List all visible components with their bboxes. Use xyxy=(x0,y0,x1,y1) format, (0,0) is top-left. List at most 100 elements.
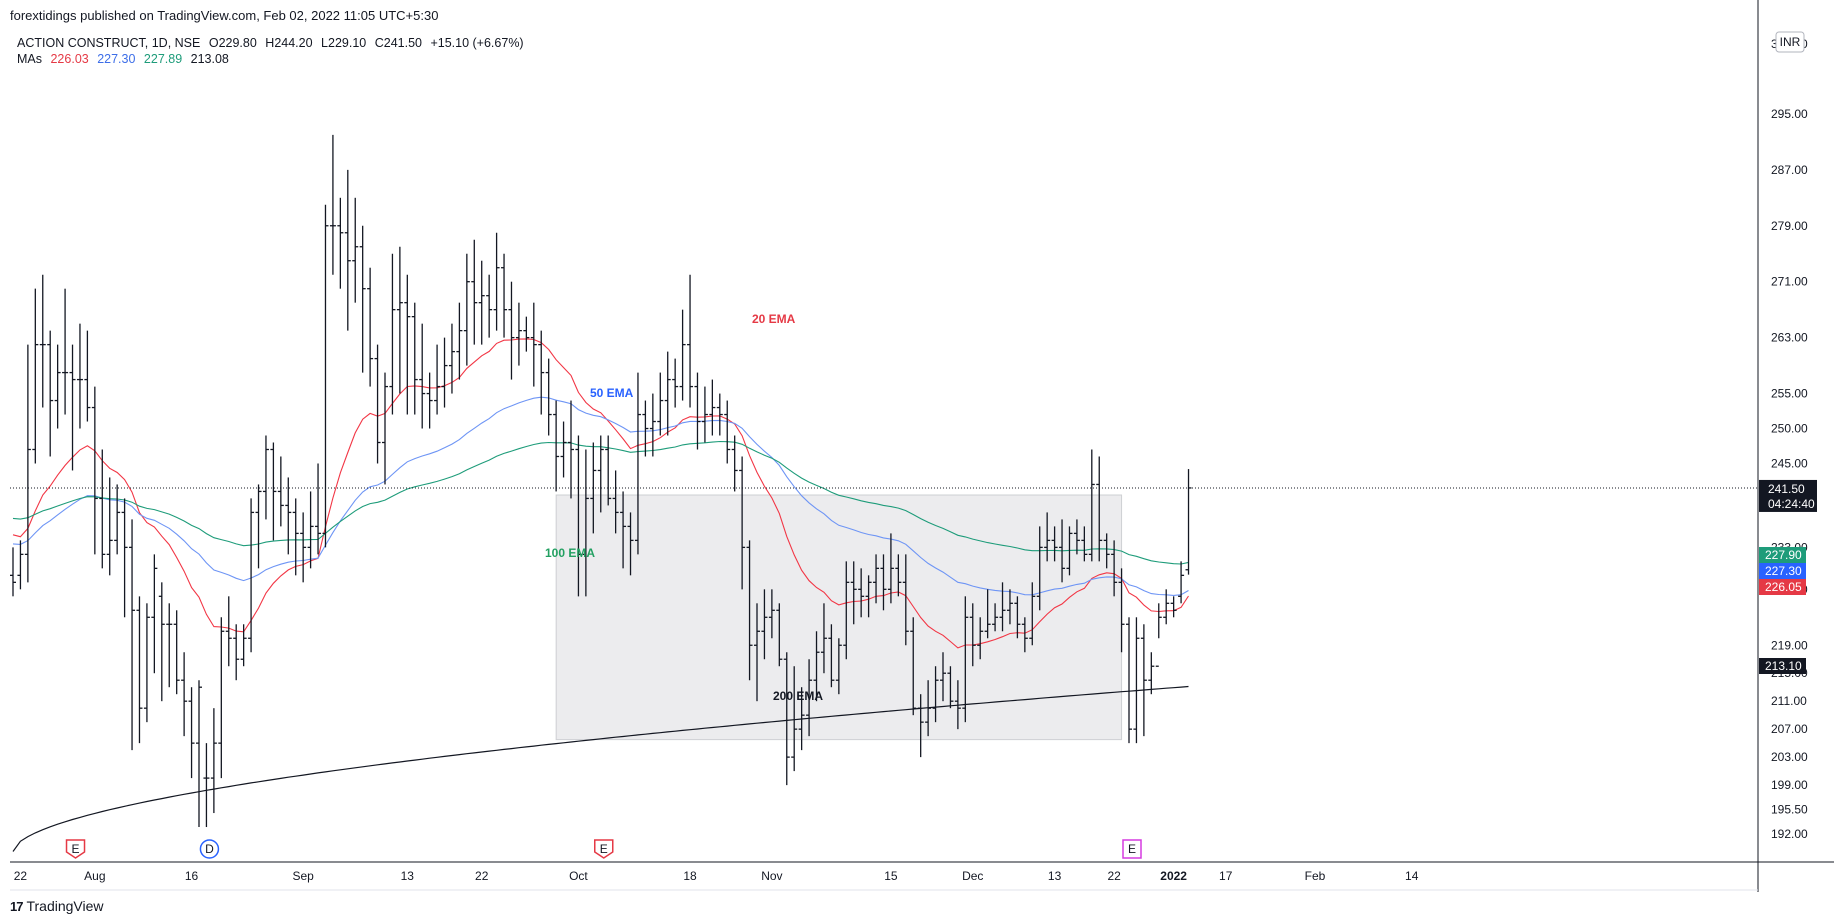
ohlc-bar[interactable] xyxy=(969,603,976,667)
ohlc-bar[interactable] xyxy=(69,344,76,471)
ohlc-bar[interactable] xyxy=(62,288,69,415)
ohlc-bar[interactable] xyxy=(716,393,723,436)
ohlc-bar[interactable] xyxy=(329,134,336,275)
ema-200-label[interactable]: 200 EMA xyxy=(773,689,823,703)
ohlc-bar[interactable] xyxy=(233,624,240,681)
ohlc-bar[interactable] xyxy=(188,687,195,779)
ohlc-bar[interactable] xyxy=(887,533,894,604)
ohlc-bar[interactable] xyxy=(404,274,411,415)
ohlc-bar[interactable] xyxy=(24,344,31,583)
ohlc-bar[interactable] xyxy=(382,372,388,485)
ohlc-bar[interactable] xyxy=(1073,519,1080,555)
ohlc-bar[interactable] xyxy=(739,456,746,590)
ohlc-bar[interactable] xyxy=(664,351,671,436)
ohlc-bar[interactable] xyxy=(746,540,753,681)
ohlc-bar[interactable] xyxy=(1163,589,1170,625)
currency-button-box[interactable] xyxy=(1775,31,1805,53)
ema-200-line[interactable] xyxy=(12,685,1189,852)
ohlc-bar[interactable] xyxy=(873,554,880,604)
ohlc-bar[interactable] xyxy=(657,372,664,436)
earnings-marker[interactable]: E xyxy=(594,839,614,859)
ohlc-bar[interactable] xyxy=(858,568,865,618)
ohlc-bar[interactable] xyxy=(1155,603,1162,667)
ohlc-bar[interactable] xyxy=(337,197,344,289)
ohlc-bar[interactable] xyxy=(240,624,247,667)
ohlc-bar[interactable] xyxy=(932,666,939,723)
tradingview-logo[interactable]: 17 TradingView xyxy=(10,898,104,914)
ohlc-bar[interactable] xyxy=(262,435,269,520)
ohlc-bar[interactable] xyxy=(754,603,760,702)
ohlc-bar[interactable] xyxy=(813,631,820,702)
ohlc-bar[interactable] xyxy=(486,274,493,338)
ohlc-bar[interactable] xyxy=(917,694,924,758)
ohlc-bar[interactable] xyxy=(151,554,158,674)
ohlc-bar[interactable] xyxy=(672,358,679,408)
ohlc-bar[interactable] xyxy=(835,638,842,695)
ohlc-bar[interactable] xyxy=(731,435,738,492)
ohlc-bar[interactable] xyxy=(545,358,552,436)
ohlc-bar[interactable] xyxy=(701,386,708,443)
ohlc-bar[interactable] xyxy=(181,652,188,737)
ema-20-line[interactable] xyxy=(12,338,1189,649)
earnings-marker[interactable]: E xyxy=(1122,839,1142,859)
ohlc-bar[interactable] xyxy=(1140,624,1147,737)
legend-ma-row[interactable]: MAs 226.03 227.30 227.89 213.08 xyxy=(17,51,529,67)
ohlc-bar[interactable] xyxy=(17,540,24,590)
ohlc-bar[interactable] xyxy=(1126,617,1132,744)
ohlc-bar[interactable] xyxy=(538,330,545,415)
currency-button[interactable]: INR xyxy=(1775,31,1805,53)
ohlc-bar[interactable] xyxy=(322,204,329,548)
ohlc-bar[interactable] xyxy=(501,253,508,338)
ohlc-bar[interactable] xyxy=(940,652,946,702)
ohlc-bar[interactable] xyxy=(1170,596,1177,618)
ohlc-bar[interactable] xyxy=(129,519,136,751)
ohlc-bar[interactable] xyxy=(389,253,396,415)
ohlc-bar[interactable] xyxy=(1111,540,1118,597)
ohlc-bar[interactable] xyxy=(158,582,165,702)
ohlc-bar[interactable] xyxy=(352,197,359,303)
ohlc-bar[interactable] xyxy=(947,666,954,709)
ohlc-bar[interactable] xyxy=(463,253,470,366)
ohlc-bar[interactable] xyxy=(10,547,16,597)
ma-price-badge[interactable]: 227.30 xyxy=(1759,563,1806,579)
ohlc-bar[interactable] xyxy=(724,400,731,464)
ohlc-bar[interactable] xyxy=(1014,596,1021,639)
ma-price-badge[interactable]: 226.05 xyxy=(1759,579,1806,595)
ema-20-label[interactable]: 20 EMA xyxy=(752,312,796,326)
ohlc-bar[interactable] xyxy=(575,435,582,597)
ohlc-bar[interactable] xyxy=(828,624,835,688)
ohlc-bar[interactable] xyxy=(218,617,225,779)
ohlc-bar[interactable] xyxy=(508,281,515,380)
ohlc-bar[interactable] xyxy=(411,302,418,415)
ohlc-bar[interactable] xyxy=(99,449,106,569)
ohlc-bar[interactable] xyxy=(597,435,604,513)
ohlc-bar[interactable] xyxy=(471,239,478,345)
ohlc-bar[interactable] xyxy=(248,498,255,653)
ohlc-bar[interactable] xyxy=(106,477,113,576)
ohlc-bar[interactable] xyxy=(1148,652,1155,695)
ohlc-bar[interactable] xyxy=(396,246,403,394)
ohlc-bar[interactable] xyxy=(456,302,463,380)
ohlc-bar[interactable] xyxy=(977,617,984,660)
ohlc-bar[interactable] xyxy=(895,554,902,597)
ohlc-bar[interactable] xyxy=(1118,568,1125,653)
ohlc-bar[interactable] xyxy=(992,603,999,632)
ohlc-bar[interactable] xyxy=(843,561,850,660)
ohlc-bar[interactable] xyxy=(478,260,485,345)
ohlc-bar[interactable] xyxy=(173,610,180,695)
ohlc-bar[interactable] xyxy=(1096,456,1103,562)
ohlc-bar[interactable] xyxy=(54,344,61,429)
ohlc-bar[interactable] xyxy=(292,498,299,576)
ohlc-bar[interactable] xyxy=(1059,519,1066,583)
ohlc-bar[interactable] xyxy=(270,442,277,541)
ohlc-bar[interactable] xyxy=(605,435,612,506)
ohlc-bar[interactable] xyxy=(620,491,627,569)
ohlc-bar[interactable] xyxy=(300,512,307,583)
ohlc-bar[interactable] xyxy=(679,309,686,401)
ohlc-bar[interactable] xyxy=(441,337,448,408)
ohlc-bar[interactable] xyxy=(255,484,262,569)
ohlc-bar[interactable] xyxy=(434,344,441,415)
ohlc-bar[interactable] xyxy=(344,169,351,331)
ma-price-badge[interactable]: 213.10 xyxy=(1759,658,1806,674)
ohlc-bar[interactable] xyxy=(426,372,433,429)
